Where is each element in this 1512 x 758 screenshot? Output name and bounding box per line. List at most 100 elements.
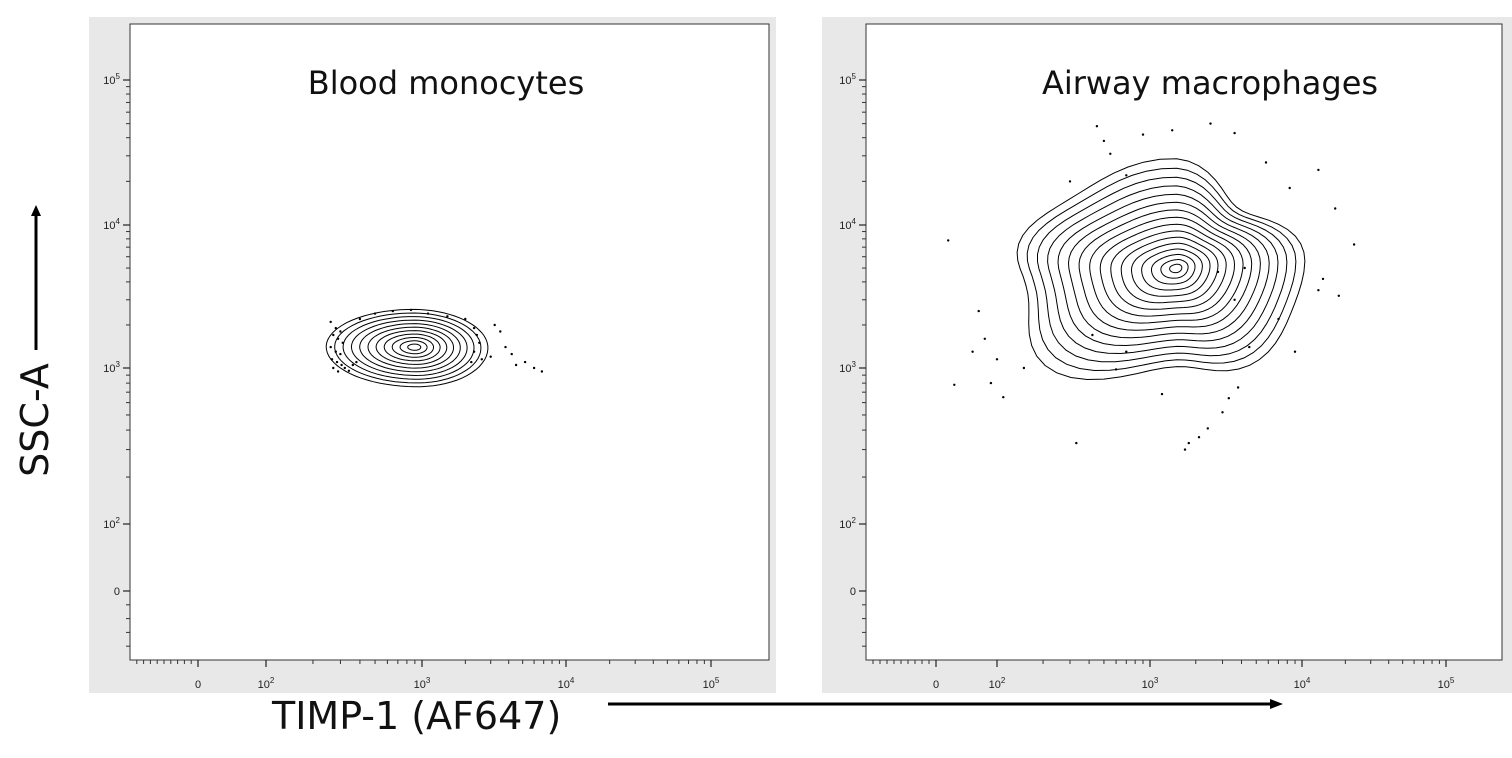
outlier-point	[347, 369, 351, 372]
contour-line	[1151, 253, 1196, 285]
y-tick-label: 0	[850, 586, 856, 598]
x-tick-label: 0	[195, 679, 201, 691]
contour-line	[359, 323, 461, 373]
outlier-point	[340, 363, 343, 367]
contour-line	[1141, 248, 1203, 291]
outlier-point	[1183, 448, 1187, 451]
outlier-point	[1022, 366, 1026, 370]
contour-line	[1057, 193, 1270, 347]
contour-line	[375, 330, 448, 365]
outlier-point	[470, 360, 473, 364]
outlier-point	[1248, 345, 1251, 349]
outlier-point	[523, 360, 527, 364]
outlier-point	[335, 360, 339, 364]
outlier-point	[1233, 298, 1236, 301]
outlier-point	[1209, 122, 1212, 125]
x-axis-arrow-head	[1270, 699, 1283, 709]
outlier-point	[1227, 397, 1231, 400]
outlier-point	[329, 320, 332, 324]
contour-line	[1110, 230, 1227, 310]
outlier-point	[989, 381, 993, 385]
contour-line	[1067, 201, 1261, 339]
outlier-point	[1197, 436, 1201, 439]
outlier-point	[334, 326, 337, 330]
outlier-point	[1091, 333, 1094, 337]
outlier-point	[1352, 243, 1356, 246]
outlier-point	[971, 350, 974, 353]
outlier-point	[336, 337, 340, 340]
y-axis-arrow-head	[31, 205, 41, 216]
outlier-point	[1160, 392, 1164, 396]
outlier-point	[499, 330, 502, 333]
outlier-point	[480, 358, 483, 361]
contour-line	[1160, 259, 1189, 279]
contour-line	[325, 308, 489, 388]
outlier-point	[995, 358, 999, 361]
outlier-point	[391, 309, 394, 313]
outlier-point	[1288, 186, 1291, 190]
outlier-point	[1114, 368, 1118, 371]
contour-line	[1169, 263, 1183, 274]
outlier-point	[330, 358, 334, 361]
outlier-point	[504, 345, 507, 349]
outlier-point	[373, 312, 377, 315]
outlier-point	[1171, 129, 1174, 132]
outlier-point	[1264, 161, 1268, 164]
outlier-point	[339, 330, 342, 333]
outlier-point	[1243, 266, 1246, 270]
outlier-point	[1293, 350, 1297, 353]
outlier-point	[1233, 131, 1236, 135]
outlier-point	[426, 312, 430, 315]
outlier-point	[351, 363, 354, 367]
outlier-point	[1068, 180, 1072, 183]
outlier-point	[332, 333, 335, 337]
outlier-point	[478, 341, 481, 344]
outlier-point	[1334, 207, 1337, 210]
outlier-point	[332, 366, 335, 370]
contour-line	[342, 316, 475, 380]
outlier-point	[1075, 441, 1078, 445]
outlier-point	[446, 315, 449, 318]
contour-line	[1089, 216, 1244, 324]
outlier-point	[1277, 317, 1280, 321]
outlier-point	[1221, 411, 1224, 414]
contour-line	[1026, 167, 1297, 372]
outlier-point	[1002, 396, 1005, 399]
panel-title: Blood monocytes	[308, 64, 585, 102]
plot-area	[129, 23, 770, 661]
outlier-point	[334, 350, 337, 353]
outlier-point	[341, 341, 344, 344]
outlier-point	[358, 317, 362, 321]
outlier-point	[475, 333, 478, 337]
outlier-point	[947, 239, 950, 242]
y-axis-label: SSC-A	[13, 363, 57, 477]
contour-line	[1099, 223, 1236, 317]
outlier-point	[532, 366, 536, 370]
contour-line	[1120, 236, 1219, 304]
contour-line	[1037, 176, 1288, 363]
outlier-point	[1102, 139, 1106, 143]
outlier-point	[409, 308, 413, 312]
outlier-point	[329, 345, 332, 349]
contour-line	[350, 319, 468, 377]
contour-line	[399, 340, 428, 355]
outlier-point	[464, 317, 467, 321]
outlier-point	[540, 370, 544, 373]
panel-title: Airway macrophages	[1042, 64, 1378, 102]
outlier-point	[1109, 152, 1112, 155]
outlier-point	[1187, 441, 1191, 445]
x-tick-label: 0	[933, 679, 939, 691]
outlier-point	[493, 323, 496, 327]
outlier-point	[514, 363, 518, 367]
outlier-point	[339, 352, 342, 356]
outlier-point	[1095, 125, 1099, 128]
outlier-point	[1236, 386, 1240, 389]
contour-line	[1078, 209, 1253, 331]
contour-line	[383, 333, 441, 362]
y-tick-label: 0	[114, 586, 120, 598]
outlier-point	[1216, 270, 1220, 274]
x-axis-label: TIMP-1 (AF647)	[271, 694, 561, 738]
outlier-point	[510, 352, 513, 356]
outlier-point	[977, 309, 980, 313]
